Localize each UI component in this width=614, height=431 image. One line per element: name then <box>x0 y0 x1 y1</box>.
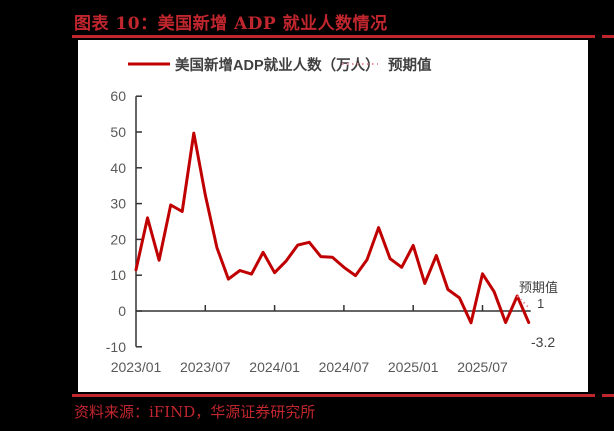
title-divider-right-stub <box>602 35 614 38</box>
annotation-actual-value: -3.2 <box>531 334 555 350</box>
footer-divider-right-stub <box>602 394 614 397</box>
chart-series <box>134 131 531 325</box>
y-tick-label: 40 <box>110 160 126 176</box>
line-chart: 美国新增ADP就业人数（万人） 预期值 -10 0 10 20 30 40 50 60 2023… <box>106 56 558 375</box>
y-tick-label: 30 <box>110 196 126 212</box>
y-tick-label: 60 <box>110 88 126 104</box>
y-tick-label: 10 <box>110 267 126 283</box>
series-line-adp <box>134 131 531 325</box>
source-note: 资料来源：iFIND，华源证券研究所 <box>74 403 316 421</box>
chart-panel: 美国新增ADP就业人数（万人） 预期值 -10 0 10 20 30 40 50 60 2023… <box>78 40 588 392</box>
x-tick-label: 2024/01 <box>249 359 300 375</box>
title-divider <box>72 35 595 38</box>
y-tick-label: -10 <box>106 339 126 355</box>
figure-title: 图表 10：美国新增 ADP 就业人数情况 <box>74 14 388 34</box>
y-tick-label: 20 <box>110 231 126 247</box>
annotation-expected-value: 1 <box>537 296 544 311</box>
x-tick-label: 2025/07 <box>457 359 508 375</box>
legend-series-label: 美国新增ADP就业人数（万人） <box>175 56 380 74</box>
annotation-expected-title: 预期值 <box>519 280 558 295</box>
x-tick-label: 2023/07 <box>180 359 231 375</box>
y-tick-label: 0 <box>118 303 126 319</box>
chart-axes: -10 0 10 20 30 40 50 60 2023/01 2023/07 2024/01 202… <box>106 88 531 375</box>
legend-expected-label: 预期值 <box>388 56 432 74</box>
x-tick-label: 2024/07 <box>319 359 370 375</box>
chart-legend: 美国新增ADP就业人数（万人） 预期值 <box>128 56 432 74</box>
x-tick-label: 2025/01 <box>388 359 439 375</box>
end-annotations: 预期值 1 -3.2 <box>519 280 558 350</box>
y-tick-label: 50 <box>110 124 126 140</box>
footer-divider <box>72 394 595 397</box>
x-tick-label: 2023/01 <box>111 359 162 375</box>
